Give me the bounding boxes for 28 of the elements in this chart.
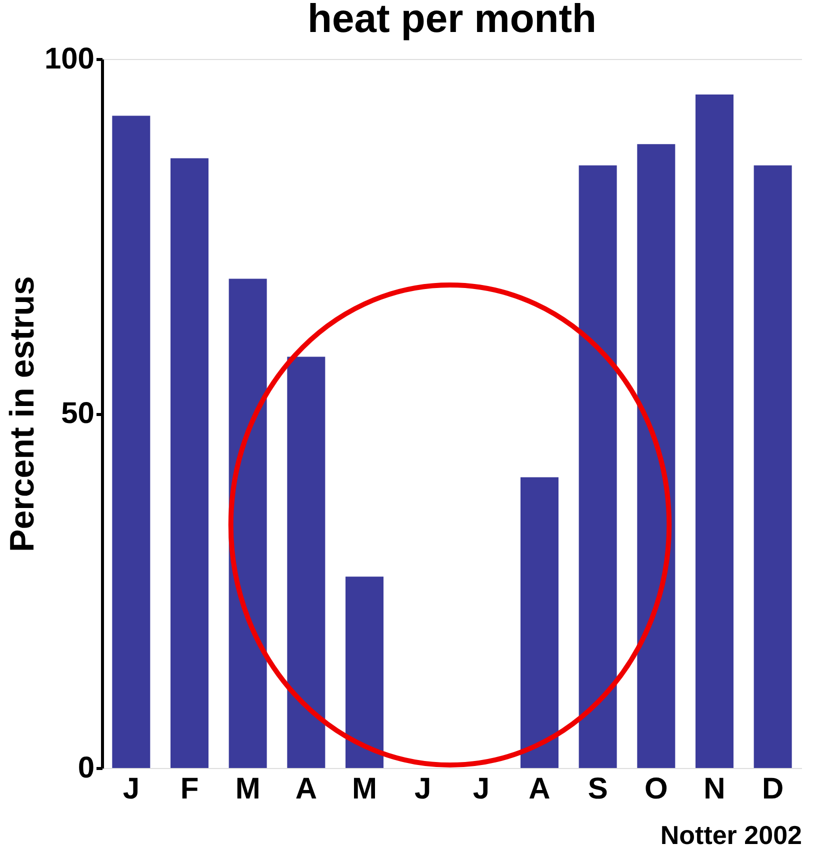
bar	[520, 477, 558, 768]
chart-title: heat per month	[308, 0, 596, 41]
y-tick-label: 50	[61, 397, 94, 430]
x-tick-label: A	[295, 772, 318, 806]
x-tick-label: N	[704, 772, 726, 806]
bar	[228, 278, 267, 768]
bar	[170, 158, 208, 768]
text: Notter 2002	[660, 820, 802, 850]
x-tick-label: S	[588, 772, 608, 806]
x-tick-label: O	[644, 772, 668, 806]
x-tick-label: J	[122, 772, 140, 806]
bar	[696, 94, 734, 768]
y-axis-title: Percent in estrus	[3, 276, 42, 552]
bar	[112, 116, 150, 768]
x-tick-label: M	[352, 772, 377, 806]
x-tick-label: J	[414, 772, 432, 806]
bar	[346, 576, 384, 768]
x-tick-label: A	[528, 772, 550, 806]
bar	[637, 144, 676, 768]
x-tick-label: J	[472, 772, 490, 806]
x-tick-label: M	[235, 772, 260, 806]
bar	[754, 165, 792, 768]
bar	[578, 165, 617, 768]
x-tick-label: D	[762, 772, 784, 806]
y-tick-label: 0	[78, 752, 94, 784]
y-tick-label: 100	[44, 42, 94, 76]
bar	[287, 356, 326, 768]
x-tick-label: F	[180, 772, 199, 806]
